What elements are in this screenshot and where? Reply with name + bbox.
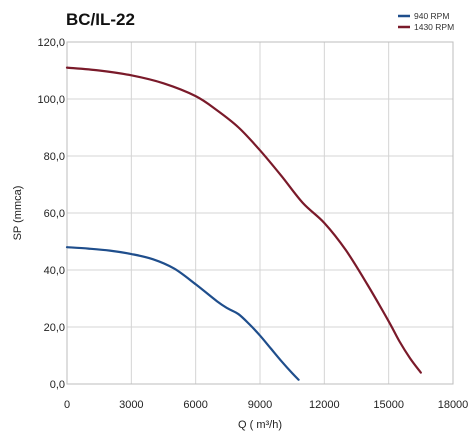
x-axis-label: Q ( m³/h): [238, 419, 282, 431]
x-tick-label: 6000: [183, 399, 207, 411]
y-tick-label: 120,0: [37, 37, 65, 49]
tick-labels: 0,0 20,0 40,0 60,0 80,0 100,0 120,0 0 3000 6000 90…: [37, 37, 468, 411]
x-tick-label: 9000: [248, 399, 272, 411]
y-tick-label: 20,0: [44, 322, 65, 334]
series-line-940-rpm: [65, 246, 300, 381]
y-tick-label: 60,0: [44, 208, 65, 220]
x-tick-label: 15000: [373, 399, 404, 411]
y-tick-label: 0,0: [50, 379, 65, 391]
legend-label: 940 RPM: [414, 11, 449, 21]
x-tick-label: 0: [64, 399, 70, 411]
series-layer: [65, 66, 422, 381]
y-tick-label: 80,0: [44, 151, 65, 163]
x-tick-label: 12000: [309, 399, 340, 411]
series-line-1430-rpm: [65, 66, 422, 374]
legend-label: 1430 RPM: [414, 22, 454, 32]
y-axis-label: SP (mmca): [12, 186, 24, 241]
y-tick-label: 100,0: [37, 94, 65, 106]
plot-frame: [66, 41, 454, 385]
y-tick-label: 40,0: [44, 265, 65, 277]
x-tick-label: 3000: [119, 399, 143, 411]
chart-title: BC/IL-22: [66, 10, 135, 29]
x-tick-label: 18000: [438, 399, 469, 411]
